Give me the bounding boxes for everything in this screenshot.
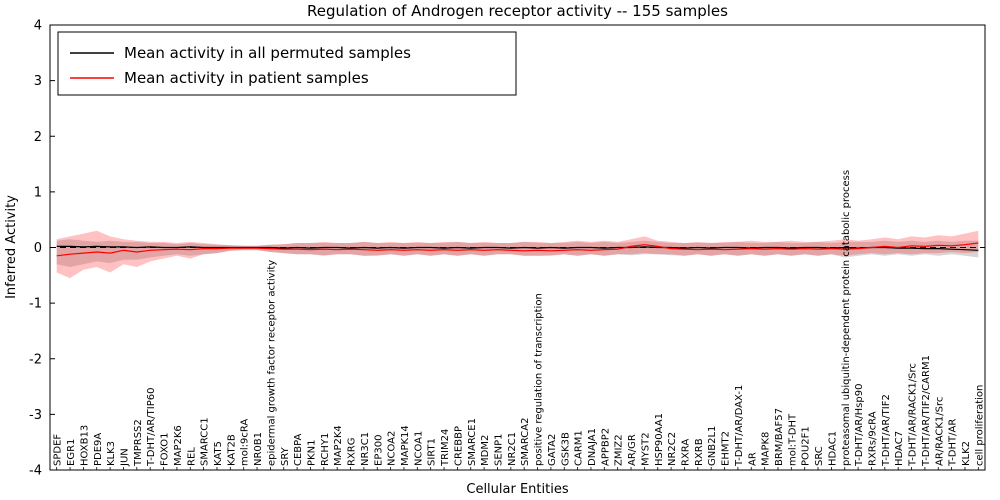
x-tick-label: SENP1 [494, 433, 505, 466]
y-tick-label: 1 [34, 185, 42, 200]
x-tick-label: NR2C2 [667, 432, 678, 466]
x-tick-label: BRM/BAF57 [774, 408, 785, 466]
x-tick-label: MDM2 [480, 435, 491, 466]
y-tick-label: 0 [34, 241, 42, 256]
x-tick-label: T-DHT/AR/Hsp90 [854, 384, 865, 467]
x-tick-label: RCHY1 [320, 433, 331, 466]
x-tick-label: GATA2 [547, 434, 558, 466]
x-tick-label: HDAC7 [894, 431, 905, 466]
permuted-mean-line [56, 245, 979, 251]
x-tick-label: JUN [120, 448, 131, 467]
x-tick-label: NR0B1 [253, 432, 264, 466]
x-tick-label: NR2C1 [507, 432, 518, 466]
x-tick-label: SMARCA2 [520, 418, 531, 466]
x-tick-label: RXRA [681, 439, 692, 466]
x-tick-label: KLK3 [106, 441, 117, 466]
x-tick-label: SRY [280, 446, 291, 466]
y-tick-label: 2 [34, 130, 42, 145]
x-tick-label: proteasomal ubiquitin-dependent protein … [841, 170, 852, 466]
x-tick-label: TMPRSS2 [133, 419, 144, 467]
x-tick-label: RXRG [347, 438, 358, 467]
x-tick-label: SMARCC1 [200, 417, 211, 466]
x-tick-label: T-DHT/AR/TIF2/CARM1 [921, 355, 932, 467]
x-tick-label: SMARCE1 [467, 418, 478, 466]
x-tick-label: T-DHT/AR/TIF2 [881, 394, 892, 467]
y-tick-label: -1 [29, 297, 42, 312]
x-tick-label: MAPK8 [761, 432, 772, 466]
x-tick-label: AR [747, 452, 758, 466]
x-tick-label: KLK2 [961, 441, 972, 466]
x-tick-label: NR3C1 [360, 432, 371, 466]
x-tick-label: RXRB [694, 438, 705, 466]
x-tick-label: T-DHT/AR/DAX-1 [734, 385, 745, 467]
x-tick-label: NCOA1 [413, 431, 424, 466]
x-tick-label: T-DHT/AR/TIP60 [146, 388, 157, 467]
legend-label: Mean activity in patient samples [124, 69, 369, 87]
x-tick-label: SIRT1 [427, 438, 438, 466]
x-axis-title: Cellular Entities [466, 482, 569, 497]
x-tick-label: EHMT2 [721, 431, 732, 466]
x-tick-label: AR/GR [627, 434, 638, 466]
x-tick-label: EP300 [373, 435, 384, 466]
x-tick-label: SRC [814, 446, 825, 466]
y-tick-label: -3 [29, 408, 42, 423]
x-tick-label: GSK3B [560, 432, 571, 466]
legend-box [57, 31, 517, 96]
patient-mean-line [56, 242, 979, 257]
x-tick-label: FOXO1 [160, 433, 171, 466]
x-tick-label: EGR1 [66, 439, 77, 466]
y-tick-label: -4 [29, 464, 42, 479]
x-tick-label: REL [186, 447, 197, 466]
x-tick-label: mol:T-DHT [787, 413, 798, 466]
y-tick-label: 4 [34, 19, 42, 34]
x-tick-label: SPDEF [53, 434, 64, 466]
x-tick-label: positive regulation of transcription [534, 293, 545, 466]
x-tick-label: epidermal growth factor receptor activit… [266, 260, 277, 466]
x-tick-label: MAP2K6 [173, 425, 184, 466]
x-tick-label: T-DHT/AR [948, 419, 959, 467]
x-tick-label: PKN1 [307, 440, 318, 466]
permuted-samples-range-band [56, 239, 979, 267]
x-tick-label: KAT2B [226, 434, 237, 466]
x-tick-label: AR/RACK1/Src [934, 397, 945, 466]
x-tick-label: KAT5 [213, 441, 224, 466]
x-tick-label: HOXB13 [79, 425, 90, 466]
x-tick-label: GNB2L1 [707, 426, 718, 466]
x-tick-label: MYST2 [640, 432, 651, 466]
x-tick-label: PDE9A [93, 433, 104, 466]
x-tick-label: mol:9cRA [240, 419, 251, 466]
x-tick-label: CREBBP [453, 426, 464, 466]
x-tick-label: DNAJA1 [587, 428, 598, 466]
x-tick-label: TRIM24 [440, 429, 451, 467]
x-tick-label: MAPK14 [400, 425, 411, 466]
x-tick-label: T-DHT/AR/RACK1/Src [908, 363, 919, 467]
x-tick-label: HDAC1 [827, 431, 838, 466]
x-tick-label: CEBPA [293, 433, 304, 466]
x-tick-label: CARM1 [574, 430, 585, 466]
x-tick-label: cell proliferation [974, 385, 985, 466]
chart-title: Regulation of Androgen receptor activity… [307, 2, 728, 20]
x-tick-label: RXRs/9cRA [868, 411, 879, 466]
x-tick-label: MAP2K4 [333, 425, 344, 466]
x-tick-label: ZMIZ2 [614, 434, 625, 466]
x-tick-label: APPBP2 [600, 428, 611, 466]
x-tick-label: HSP90AA1 [654, 413, 665, 466]
patient-samples-range-band [56, 230, 979, 279]
x-tick-label: NCOA2 [387, 431, 398, 466]
y-tick-label: 3 [34, 74, 42, 89]
legend-label: Mean activity in all permuted samples [124, 44, 411, 62]
x-tick-label: POU2F1 [801, 426, 812, 466]
y-tick-label: -2 [29, 352, 42, 367]
plot-border [49, 24, 986, 471]
